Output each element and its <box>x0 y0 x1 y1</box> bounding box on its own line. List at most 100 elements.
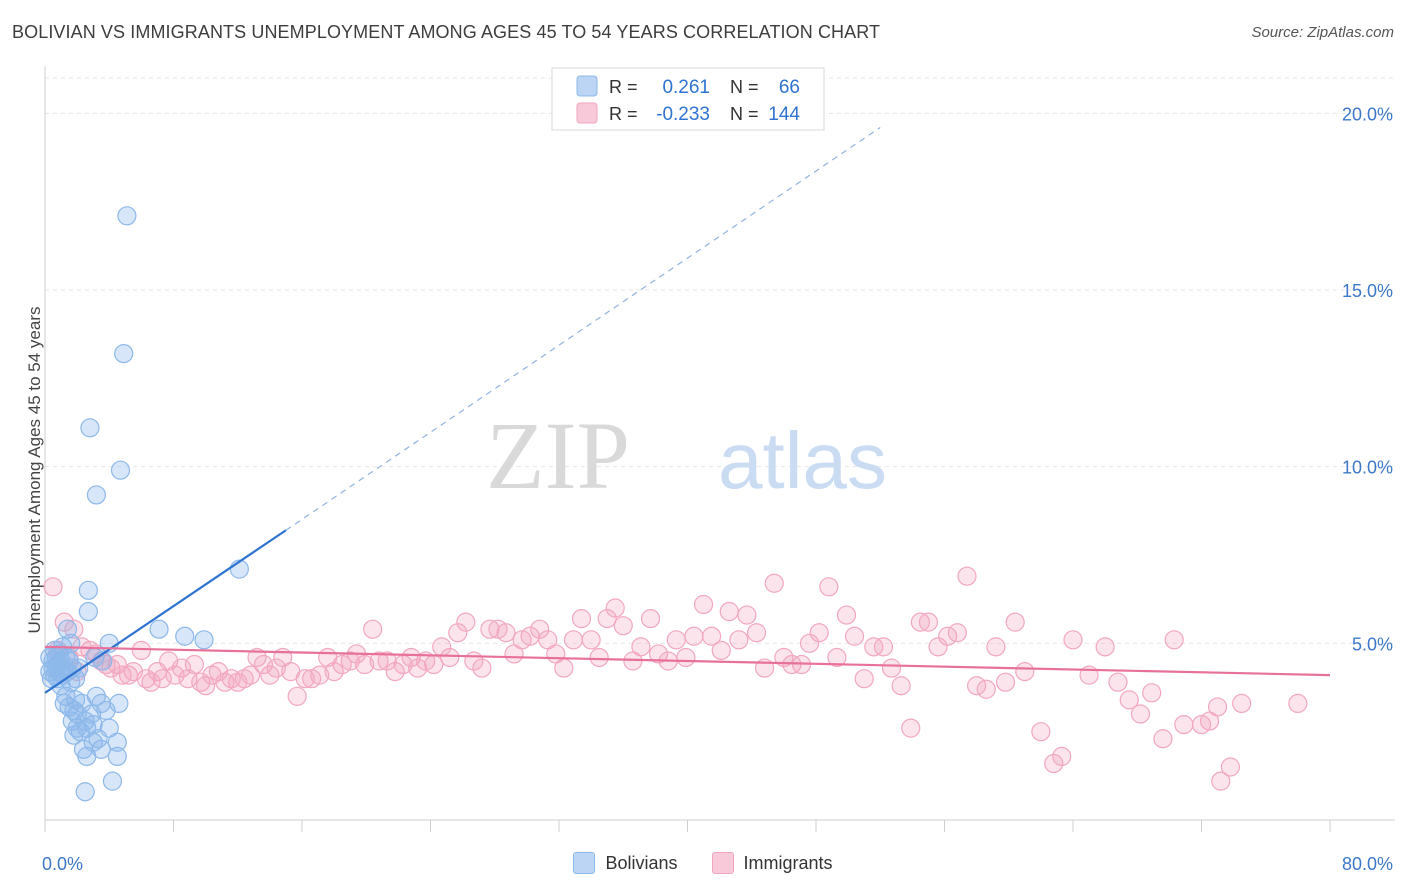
legend-r-bolivians: 0.261 <box>662 77 710 98</box>
immigrants-point <box>986 637 1006 657</box>
immigrants-point <box>891 676 911 696</box>
y-tick-label: 20.0% <box>1342 104 1393 124</box>
immigrants-point <box>910 612 931 632</box>
immigrants-point <box>976 679 996 699</box>
immigrants-point <box>131 640 151 661</box>
immigrants-point <box>918 612 939 632</box>
bolivians-point <box>109 693 129 714</box>
immigrants-point <box>1164 630 1184 650</box>
immigrants-point <box>369 651 389 671</box>
immigrants-point <box>809 623 829 643</box>
immigrants-point <box>719 601 739 622</box>
svg-text:N =: N = <box>730 77 759 97</box>
x-tick-label: 0.0% <box>42 854 83 874</box>
immigrants-point <box>295 669 315 689</box>
immigrants-point <box>152 669 172 689</box>
immigrants-point <box>401 647 421 668</box>
y-tick-label: 5.0% <box>1352 634 1393 654</box>
immigrants-point <box>440 647 460 668</box>
immigrants-point <box>266 658 286 678</box>
immigrants-point <box>597 608 617 629</box>
bolivians-point <box>75 782 95 802</box>
immigrants-point <box>1063 630 1083 650</box>
legend-label-immigrants: Immigrants <box>743 852 833 873</box>
bolivians-trend-line <box>44 529 287 694</box>
immigrants-point <box>456 612 476 632</box>
immigrants-point <box>310 665 330 685</box>
immigrants-point <box>563 630 584 650</box>
immigrants-point <box>684 626 704 646</box>
immigrants-point <box>881 658 902 678</box>
legend-item-immigrants[interactable]: Immigrants <box>711 852 833 874</box>
bolivians-point <box>86 485 107 505</box>
immigrants-point <box>355 654 375 675</box>
bolivians-points <box>40 206 249 802</box>
immigrants-point <box>1142 683 1162 703</box>
immigrants-point <box>864 637 884 657</box>
immigrants-point <box>448 623 468 643</box>
immigrants-point <box>480 619 500 639</box>
immigrants-point <box>873 637 894 657</box>
immigrants-point <box>928 637 948 657</box>
bolivians-point <box>57 619 78 639</box>
bolivians-point <box>107 732 127 752</box>
immigrants-point <box>819 577 839 597</box>
bolivians-point <box>78 601 98 622</box>
immigrants-point <box>1211 771 1231 791</box>
immigrants-point <box>1044 753 1064 774</box>
immigrants-point <box>844 626 865 646</box>
immigrants-point <box>605 598 625 618</box>
immigrants-points <box>43 566 1308 791</box>
immigrants-point <box>1119 690 1139 710</box>
y-axis-label: Unemployment Among Ages 45 to 54 years <box>25 306 44 634</box>
immigrants-point <box>1052 746 1072 767</box>
tick-labels: 5.0% 10.0% 15.0% 20.0% 0.0% 80.0% <box>42 104 1393 874</box>
bolivians-point <box>117 206 137 226</box>
immigrants-point <box>764 573 784 593</box>
immigrants-point <box>112 665 132 685</box>
legend-r-immigrants: -0.233 <box>656 104 710 125</box>
immigrants-point <box>530 619 550 639</box>
immigrants-point <box>554 658 574 678</box>
immigrants-point <box>901 718 921 738</box>
immigrants-point <box>957 566 977 586</box>
immigrants-point <box>241 665 261 685</box>
immigrants-point <box>64 619 84 639</box>
immigrants-point <box>693 594 714 615</box>
immigrants-point <box>640 608 661 629</box>
bolivians-point <box>149 619 169 639</box>
immigrants-point <box>1174 714 1194 735</box>
immigrants-point <box>1130 704 1151 724</box>
immigrants-point <box>472 658 492 678</box>
x-tick-label: 80.0% <box>1342 854 1393 874</box>
immigrants-point <box>648 644 669 664</box>
immigrants-point <box>836 605 857 625</box>
immigrants-point <box>363 619 383 639</box>
immigrants-point <box>496 623 516 643</box>
immigrants-point <box>799 633 820 653</box>
legend-swatch-bolivians <box>576 75 598 97</box>
bolivians-point <box>56 647 76 668</box>
bolivians-point <box>61 633 81 653</box>
bolivians-point <box>102 771 123 791</box>
watermark-zip: ZIP <box>486 402 630 509</box>
bottom-legend: Bolivians Immigrants <box>0 852 1406 874</box>
immigrants-trend-line <box>44 645 1331 677</box>
immigrants-point <box>171 658 192 678</box>
immigrants-point <box>287 686 307 706</box>
gridlines <box>45 77 1395 644</box>
immigrants-point <box>253 654 274 675</box>
immigrants-point <box>1005 612 1025 632</box>
legend-box: R = 0.261 N = 66 R = -0.233 N = 144 <box>551 67 825 131</box>
legend-swatch-immigrants-bottom <box>711 852 734 874</box>
bolivians-point <box>110 460 131 480</box>
immigrants-point <box>1015 661 1035 682</box>
immigrants-point <box>701 626 722 646</box>
trend-lines <box>44 126 1331 694</box>
legend-item-bolivians[interactable]: Bolivians <box>573 852 678 874</box>
bolivians-trend-extension <box>285 126 881 531</box>
legend-n-immigrants: 144 <box>768 104 800 125</box>
immigrants-point <box>377 651 397 671</box>
immigrants-point <box>711 640 731 661</box>
